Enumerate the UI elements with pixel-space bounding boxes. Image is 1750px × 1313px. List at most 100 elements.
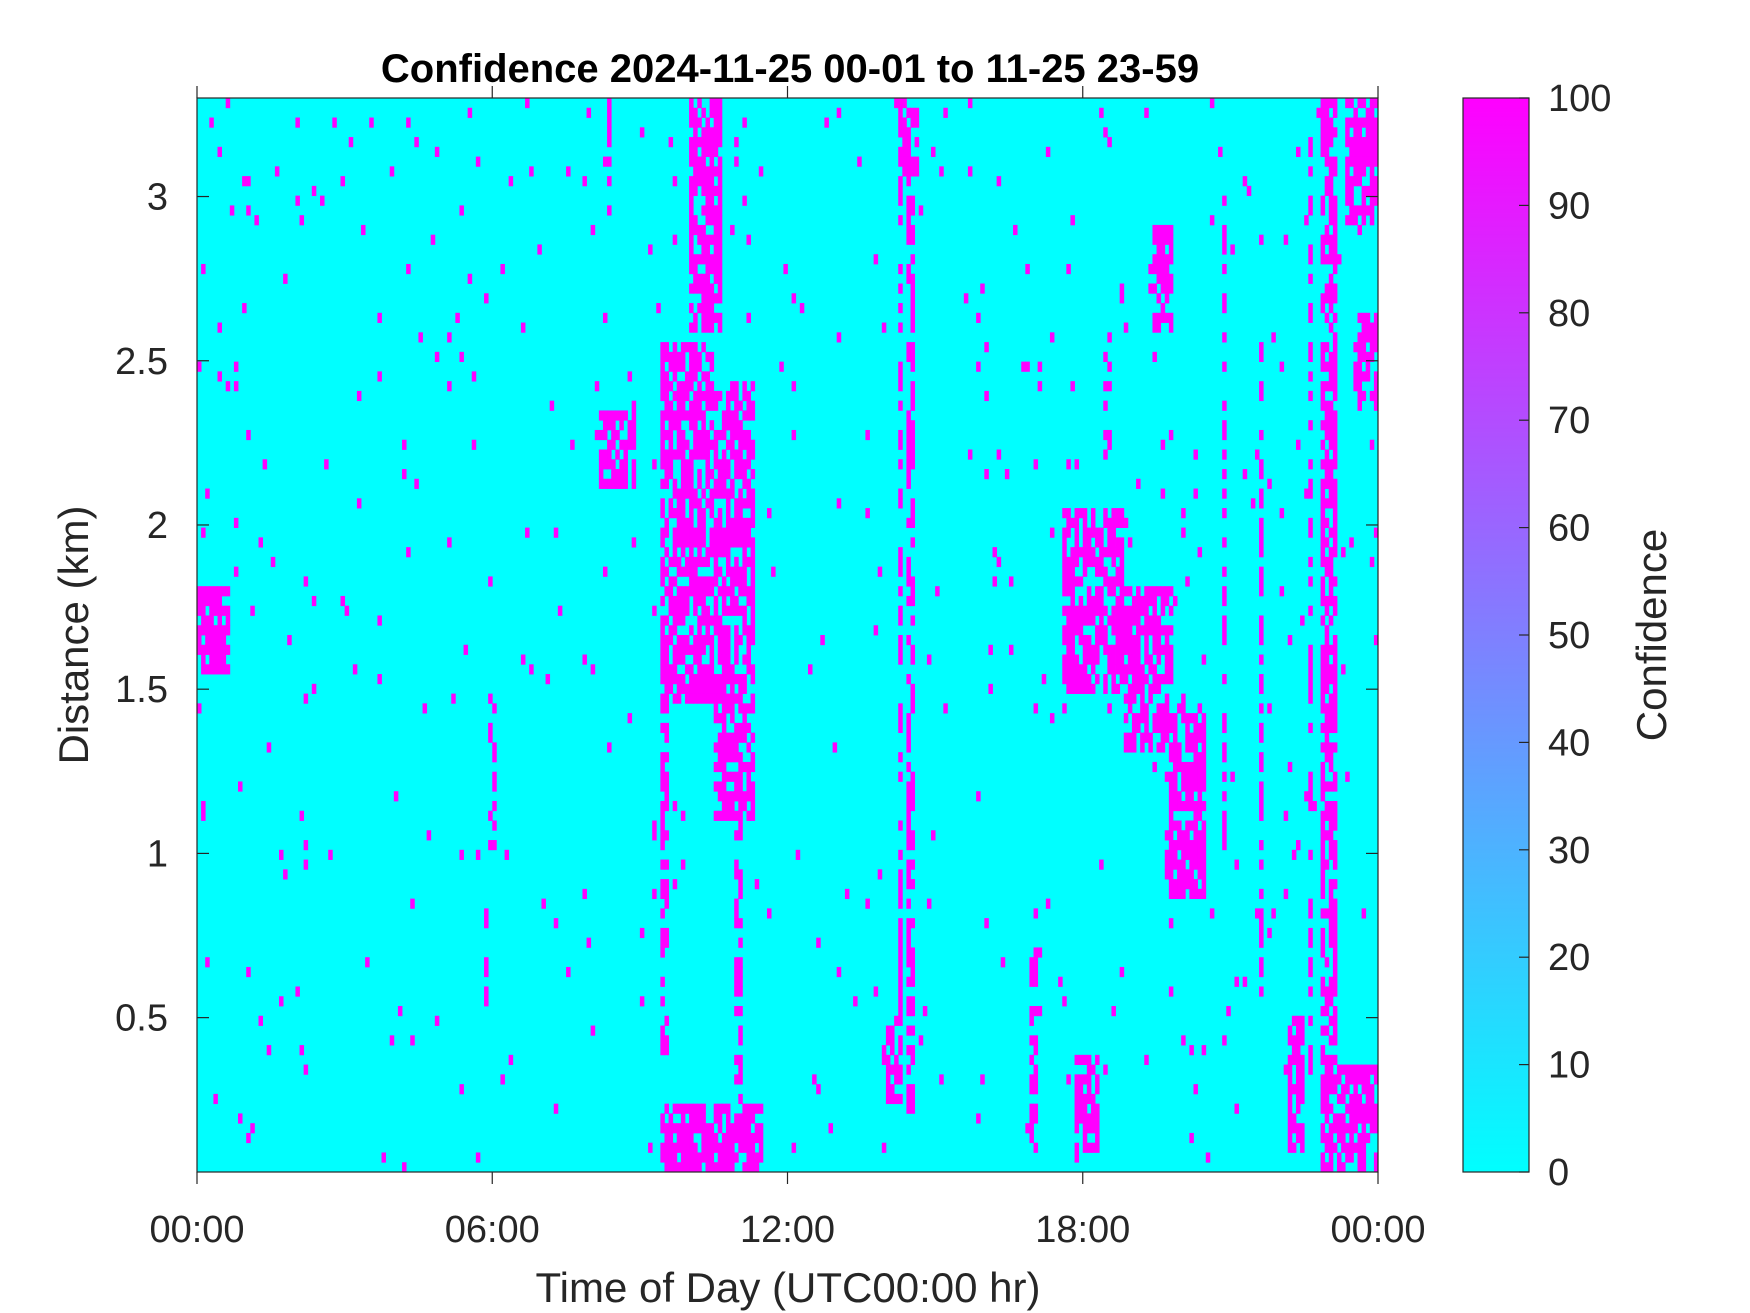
heatmap-cell (709, 1152, 715, 1163)
heatmap-cell (1201, 713, 1207, 724)
heatmap-cell (910, 586, 916, 597)
heatmap-cell (1168, 283, 1174, 294)
heatmap-cell (1181, 713, 1186, 724)
heatmap-cell (890, 1025, 895, 1036)
heatmap-cell (1332, 664, 1338, 675)
heatmap-cell (689, 1142, 694, 1153)
heatmap-cell (1070, 664, 1075, 675)
heatmap-cell (1320, 595, 1326, 607)
heatmap-cell (1119, 547, 1125, 558)
heatmap-cell (664, 703, 669, 714)
heatmap-cell (742, 459, 747, 470)
heatmap-cell (693, 537, 698, 548)
heatmap-cell (664, 390, 669, 402)
heatmap-cell (705, 498, 710, 509)
heatmap-cell (1095, 566, 1100, 577)
heatmap-cell (746, 429, 751, 441)
heatmap-cell (1332, 859, 1338, 870)
heatmap-cell (906, 810, 911, 821)
heatmap-cell (1357, 1142, 1362, 1153)
heatmap-cell (1148, 263, 1153, 275)
heatmap-cell (1324, 1162, 1330, 1173)
heatmap-cell (1189, 1132, 1194, 1144)
heatmap-cell (1353, 1142, 1358, 1153)
heatmap-cell (713, 1162, 719, 1173)
heatmap-cell (1123, 625, 1129, 636)
heatmap-cell (664, 654, 669, 665)
heatmap-cell (1373, 381, 1379, 392)
heatmap-cell (1156, 234, 1162, 245)
heatmap-cell (721, 644, 727, 655)
heatmap-cell (812, 1074, 817, 1085)
heatmap-cell (1222, 830, 1227, 841)
heatmap-cell (750, 664, 756, 675)
heatmap-cell (705, 351, 710, 363)
heatmap-cell (738, 1025, 743, 1036)
heatmap-cell (279, 849, 284, 860)
heatmap-cell (967, 449, 973, 460)
heatmap-cell (725, 635, 731, 646)
heatmap-cell (402, 1162, 407, 1173)
heatmap-cell (738, 732, 743, 743)
heatmap-cell (1332, 205, 1338, 216)
heatmap-cell (652, 888, 657, 900)
heatmap-cell (717, 635, 723, 646)
heatmap-cell (598, 410, 604, 421)
heatmap-cell (1353, 215, 1358, 226)
heatmap-cell (1119, 966, 1125, 978)
heatmap-cell (1074, 517, 1080, 528)
heatmap-cell (697, 390, 702, 402)
heatmap-cell (1148, 693, 1153, 704)
heatmap-cell (734, 869, 739, 880)
heatmap-cell (1349, 185, 1354, 197)
heatmap-cell (1357, 146, 1362, 157)
heatmap-cell (664, 674, 669, 685)
heatmap-cell (1115, 566, 1121, 577)
heatmap-cell (1336, 1152, 1342, 1163)
heatmap-cell (988, 644, 993, 655)
heatmap-cell (1341, 1132, 1346, 1144)
heatmap-cell (619, 439, 624, 450)
heatmap-cell (602, 566, 608, 577)
heatmap-cell (750, 469, 756, 480)
heatmap-cell (397, 1006, 403, 1017)
heatmap-cell (660, 908, 665, 919)
heatmap-cell (1181, 849, 1186, 860)
heatmap-cell (705, 439, 710, 450)
heatmap-cell (1156, 263, 1162, 275)
heatmap-cell (730, 810, 735, 821)
heatmap-cell (1373, 635, 1379, 646)
heatmap-cell (709, 1132, 715, 1144)
heatmap-cell (1369, 556, 1375, 568)
heatmap-cell (725, 547, 731, 558)
heatmap-cell (680, 595, 686, 607)
heatmap-cell (1365, 1074, 1371, 1085)
heatmap-cell (734, 742, 739, 753)
heatmap-cell (1332, 244, 1338, 255)
heatmap-cell (1349, 1152, 1354, 1163)
heatmap-cell (1328, 166, 1334, 177)
heatmap-cell (689, 107, 694, 118)
heatmap-cell (717, 185, 723, 197)
heatmap-cell (1332, 840, 1338, 851)
heatmap-cell (594, 381, 600, 392)
heatmap-cell (1082, 683, 1088, 694)
heatmap-cell (1328, 1084, 1334, 1095)
heatmap-cell (672, 527, 678, 538)
heatmap-cell (266, 742, 272, 753)
heatmap-cell (676, 556, 682, 568)
heatmap-cell (742, 791, 747, 802)
heatmap-cell (1332, 381, 1338, 392)
heatmap-cell (684, 1152, 690, 1163)
heatmap-cell (709, 322, 715, 333)
heatmap-cell (1127, 644, 1133, 655)
heatmap-cell (1328, 703, 1334, 714)
heatmap-cell (1373, 1113, 1379, 1124)
heatmap-cell (1160, 244, 1166, 255)
heatmap-cell (1328, 976, 1334, 987)
heatmap-cell (1353, 127, 1358, 138)
heatmap-cell (1168, 713, 1174, 724)
heatmap-cell (684, 410, 690, 421)
heatmap-cell (1197, 810, 1203, 821)
heatmap-cell (890, 1035, 895, 1046)
